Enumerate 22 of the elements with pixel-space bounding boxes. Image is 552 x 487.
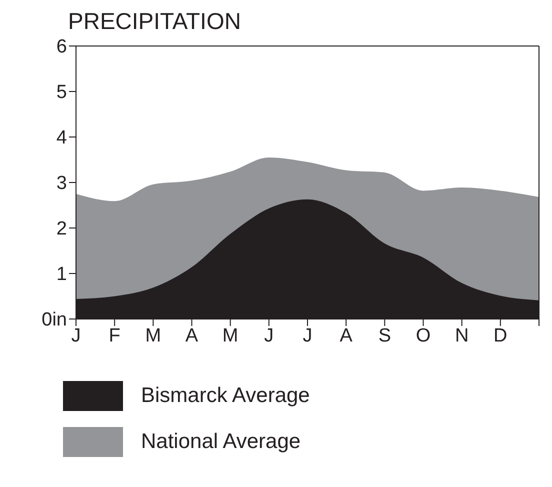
legend-label: National Average <box>141 430 301 454</box>
x-tick-label: N <box>454 325 469 346</box>
x-tick-label: M <box>145 325 162 346</box>
y-tick-label: 1 <box>56 264 67 286</box>
x-tick-label: S <box>378 325 392 346</box>
x-tick-label: O <box>416 325 431 346</box>
chart-title: PRECIPITATION <box>68 8 241 35</box>
y-tick-label: 5 <box>56 82 67 104</box>
y-tick-label: 3 <box>56 173 67 194</box>
y-tick-label: 4 <box>56 128 68 149</box>
x-tick-label: J <box>302 325 312 346</box>
x-tick-label: D <box>494 325 508 346</box>
y-tick-label: 2 <box>56 218 67 240</box>
x-tick-label: J <box>264 325 274 346</box>
legend-label: Bismarck Average <box>141 384 310 408</box>
x-tick-label: M <box>222 325 238 346</box>
x-tick-label: A <box>185 325 198 346</box>
y-tick-label: 0in <box>42 310 67 331</box>
x-tick-label: A <box>340 325 353 346</box>
y-tick-label: 6 <box>56 36 67 58</box>
x-tick-label: F <box>108 325 120 346</box>
x-tick-label: J <box>71 325 81 346</box>
